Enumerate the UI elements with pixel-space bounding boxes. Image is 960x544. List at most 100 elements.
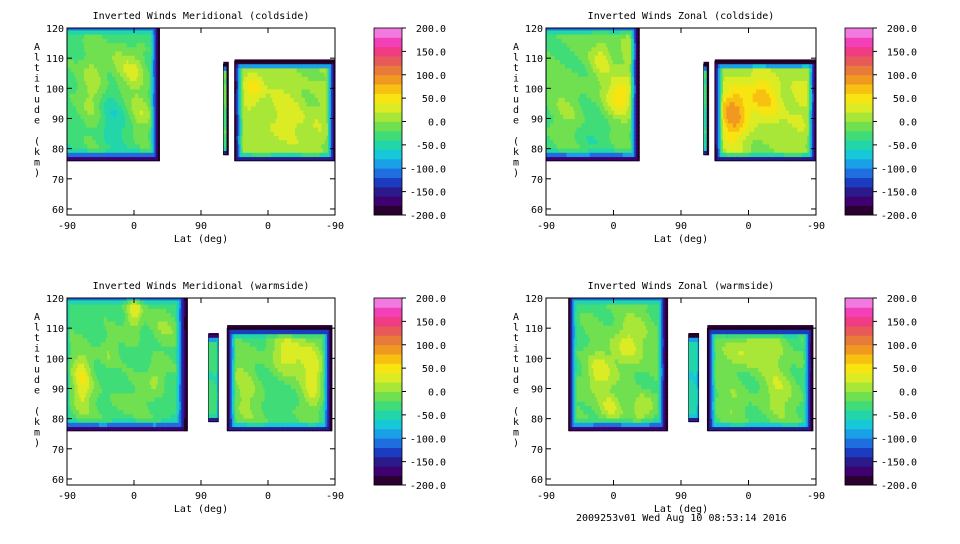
- data-block: [715, 59, 818, 161]
- data-block: [208, 333, 218, 422]
- colorbar-tick-label: 150.0: [416, 47, 446, 58]
- colorbar-swatch: [845, 420, 873, 430]
- colorbar-swatch: [845, 47, 873, 57]
- chart-title: Inverted Winds Meridional (warmside): [93, 281, 310, 292]
- colorbar-tick-label: 100.0: [416, 71, 446, 82]
- colorbar-swatch: [374, 56, 402, 66]
- colorbar-tick-label: -150.0: [410, 188, 446, 199]
- colorbar-tick-label: 200.0: [416, 294, 446, 305]
- colorbar-tick-label: 0.0: [428, 388, 446, 399]
- colorbar-swatch: [845, 326, 873, 336]
- y-axis-label-char: u: [513, 95, 519, 106]
- panel-1: Inverted Winds Meridional (coldside)6070…: [34, 11, 446, 245]
- x-tick-label: 0: [610, 491, 616, 502]
- contour-field: [539, 21, 818, 161]
- chart-title: Inverted Winds Zonal (warmside): [588, 281, 775, 292]
- y-axis-label-char: ): [34, 438, 40, 449]
- colorbar-tick-label: -50.0: [416, 411, 446, 422]
- y-axis-label-char: A: [513, 312, 519, 323]
- colorbar-tick-label: 0.0: [428, 118, 446, 129]
- y-tick-label: 100: [46, 354, 64, 365]
- colorbar-tick-label: -200.0: [410, 211, 446, 222]
- panel-2: Inverted Winds Zonal (coldside)607080901…: [513, 11, 917, 245]
- colorbar-swatch: [374, 140, 402, 150]
- colorbar-tick-label: 0.0: [899, 118, 917, 129]
- colorbar-swatch: [374, 457, 402, 467]
- colorbar-swatch: [374, 392, 402, 402]
- y-tick-label: 60: [531, 475, 543, 486]
- y-axis-label-char: ): [513, 168, 519, 179]
- colorbar-tick-label: 200.0: [416, 24, 446, 35]
- y-axis-label-char: t: [34, 84, 40, 95]
- colorbar-tick-label: 0.0: [899, 388, 917, 399]
- colorbar-swatch: [845, 363, 873, 373]
- y-axis-label-char: l: [513, 53, 519, 64]
- data-block: [60, 21, 160, 161]
- colorbar-swatch: [845, 159, 873, 169]
- colorbar-swatch: [374, 178, 402, 188]
- colorbar-swatch: [845, 28, 873, 38]
- x-tick-label: 0: [131, 221, 137, 232]
- colorbar-swatch: [374, 37, 402, 47]
- colorbar-swatch: [845, 373, 873, 383]
- y-tick-label: 90: [52, 114, 64, 125]
- y-axis-label-char: A: [34, 42, 40, 53]
- colorbar-tick-label: -200.0: [410, 481, 446, 492]
- colorbar-tick-label: -100.0: [410, 434, 446, 445]
- x-tick-label: 0: [265, 221, 271, 232]
- data-block: [689, 333, 700, 422]
- colorbar-swatch: [374, 131, 402, 141]
- y-tick-label: 120: [525, 294, 543, 305]
- colorbar-swatch: [845, 476, 873, 486]
- colorbar-swatch: [374, 206, 402, 216]
- colorbar-tick-label: 150.0: [887, 317, 917, 328]
- y-axis-label-char: ): [34, 168, 40, 179]
- x-tick-label: -90: [537, 221, 555, 232]
- colorbar-swatch: [374, 420, 402, 430]
- colorbar: 200.0150.0100.050.00.0-50.0-100.0-150.0-…: [374, 294, 446, 492]
- x-tick-label: 90: [675, 221, 687, 232]
- colorbar-tick-label: 100.0: [887, 341, 917, 352]
- colorbar-tick-label: 50.0: [422, 364, 446, 375]
- contour-field: [569, 291, 814, 431]
- chart-title: Inverted Winds Meridional (coldside): [93, 11, 310, 22]
- colorbar-swatch: [845, 298, 873, 308]
- colorbar-tick-label: 50.0: [893, 364, 917, 375]
- y-axis-label-char: l: [513, 323, 519, 334]
- y-axis-label-char: (: [34, 407, 40, 418]
- y-axis-label-char: k: [34, 417, 40, 428]
- y-axis-label-char: d: [513, 375, 519, 386]
- y-axis-label-char: e: [34, 386, 40, 397]
- y-tick-label: 120: [525, 24, 543, 35]
- data-block: [707, 325, 813, 431]
- colorbar-swatch: [374, 307, 402, 317]
- y-tick-label: 80: [52, 415, 64, 426]
- y-axis-label-char: i: [34, 74, 40, 85]
- colorbar-swatch: [374, 382, 402, 392]
- y-axis-label-char: (: [513, 407, 519, 418]
- colorbar-swatch: [374, 168, 402, 178]
- y-axis-label-char: m: [34, 158, 40, 169]
- colorbar-swatch: [374, 187, 402, 197]
- y-axis-label-char: i: [513, 344, 519, 355]
- y-axis-label-char: t: [513, 354, 519, 365]
- x-tick-label: 90: [675, 491, 687, 502]
- panel-4: Inverted Winds Zonal (warmside)607080901…: [513, 281, 917, 515]
- colorbar-swatch: [374, 84, 402, 94]
- contour-field: [60, 21, 337, 161]
- colorbar: 200.0150.0100.050.00.0-50.0-100.0-150.0-…: [374, 24, 446, 222]
- x-tick-label: -90: [326, 491, 344, 502]
- data-block: [704, 62, 710, 156]
- colorbar: 200.0150.0100.050.00.0-50.0-100.0-150.0-…: [845, 24, 917, 222]
- y-axis-label-char: d: [34, 105, 40, 116]
- y-axis-label-char: u: [513, 365, 519, 376]
- y-tick-label: 70: [52, 445, 64, 456]
- colorbar-swatch: [845, 438, 873, 448]
- x-tick-label: 0: [265, 491, 271, 502]
- y-axis-label-char: A: [513, 42, 519, 53]
